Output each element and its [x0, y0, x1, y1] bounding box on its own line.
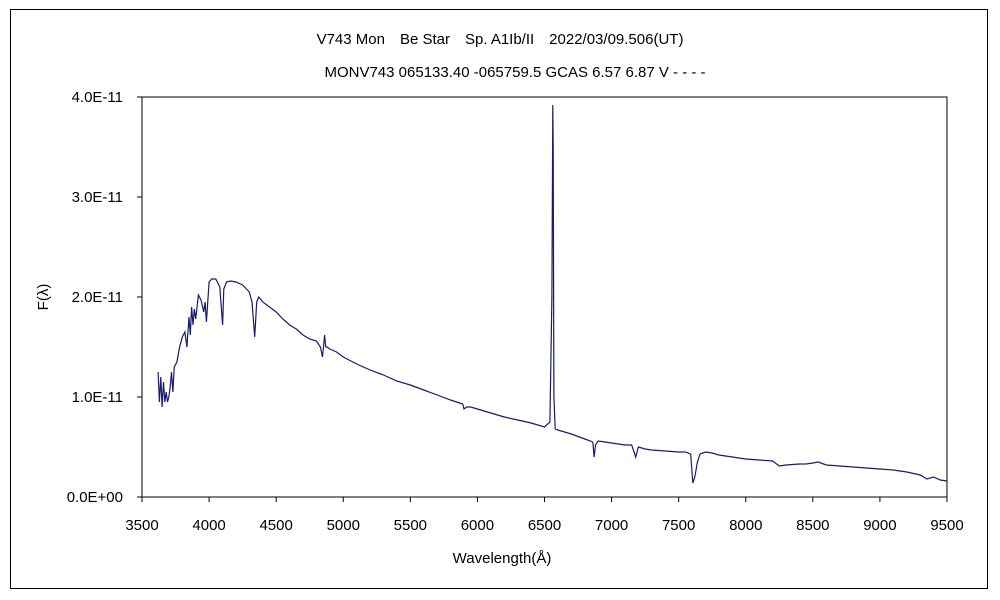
y-tick-label: 4.0E-11 — [72, 89, 123, 106]
x-tick-label: 4500 — [259, 517, 292, 534]
x-tick-label: 4000 — [192, 517, 225, 534]
x-tick-label: 9500 — [930, 517, 963, 534]
chart-title: V743 Mon Be Star Sp. A1Ib/II 2022/03/09.… — [317, 31, 684, 48]
x-axis: 3500 4000 4500 5000 5500 6000 6500 7000 7500 8000… — [125, 497, 964, 534]
x-tick-label: 6500 — [528, 517, 561, 534]
x-tick-label: 8500 — [796, 517, 829, 534]
y-axis-label: F(λ) — [35, 284, 52, 311]
y-tick-label: 0.0E+00 — [67, 489, 123, 506]
chart-frame — [10, 9, 988, 589]
plot-area — [141, 96, 948, 498]
chart-subtitle: MONV743 065133.40 -065759.5 GCAS 6.57 6.… — [324, 64, 705, 81]
x-tick-label: 8000 — [729, 517, 762, 534]
x-tick-label: 5500 — [394, 517, 427, 534]
y-tick-label: 2.0E-11 — [72, 289, 123, 306]
x-axis-label: Wavelength(Å) — [453, 550, 552, 567]
x-tick-label: 6000 — [461, 517, 494, 534]
x-tick-label: 3500 — [125, 517, 158, 534]
y-tick-label: 3.0E-11 — [72, 189, 123, 206]
spectrum-line — [157, 104, 948, 484]
x-tick-label: 5000 — [327, 517, 360, 534]
x-tick-label: 9000 — [863, 517, 896, 534]
x-tick-label: 7000 — [595, 517, 628, 534]
x-tick-label: 7500 — [662, 517, 695, 534]
y-axis: 0.0E+00 1.0E-11 2.0E-11 3.0E-11 4.0E-11 — [67, 89, 142, 506]
y-tick-label: 1.0E-11 — [72, 389, 123, 406]
